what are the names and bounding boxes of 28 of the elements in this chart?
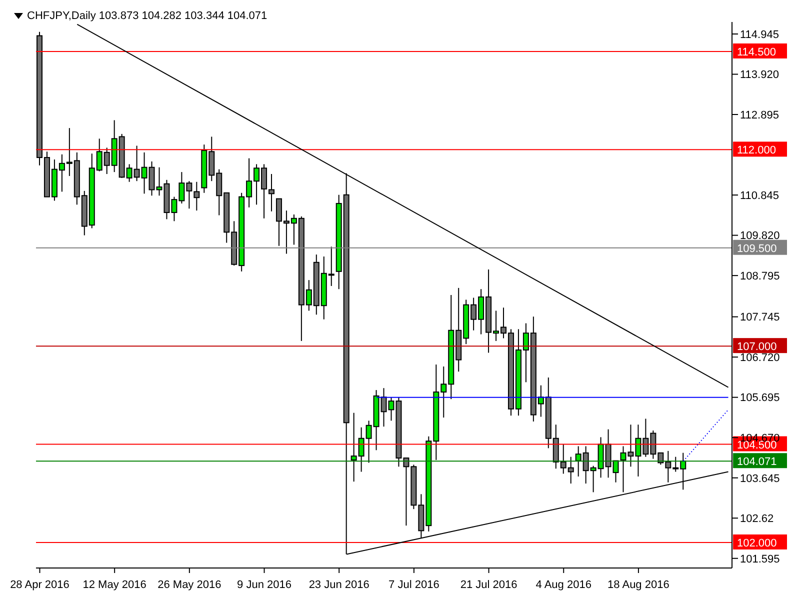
y-tick-label: 112.895 (740, 109, 779, 122)
ref-line-label: 114.500 (737, 46, 776, 58)
ref-line-label: 104.071 (737, 456, 777, 468)
y-tick-label: 106.720 (740, 352, 780, 364)
y-tick-label: 102.62 (740, 513, 774, 526)
chart-title: CHFJPY,Daily 103.873 104.282 103.344 104.071 (27, 10, 268, 22)
y-tick-label: 113.920 (740, 69, 779, 82)
y-tick-label: 101.595 (740, 553, 780, 566)
x-tick-label: 18 Aug 2016 (608, 579, 670, 591)
y-tick-label: 114.945 (740, 28, 779, 41)
x-tick-label: 9 Jun 2016 (237, 579, 292, 591)
y-tick-label: 110.845 (740, 190, 779, 202)
x-tick-label: 28 Apr 2016 (10, 579, 70, 591)
x-tick-label: 21 Jul 2016 (460, 579, 518, 591)
ref-line-label: 107.000 (737, 341, 777, 354)
x-tick-label: 12 May 2016 (82, 579, 146, 591)
ref-line-label: 109.500 (737, 242, 777, 255)
x-tick-label: 26 May 2016 (158, 579, 222, 591)
x-tick-label: 23 Jun 2016 (308, 579, 370, 591)
x-tick-label: 4 Aug 2016 (536, 579, 592, 591)
y-tick-label: 103.645 (740, 472, 780, 485)
ref-line-label: 102.000 (737, 537, 777, 550)
y-tick-label: 107.745 (740, 312, 780, 324)
y-tick-label: 108.795 (740, 270, 780, 282)
x-tick-label: 7 Jul 2016 (388, 579, 440, 591)
ref-line-label: 112.000 (737, 144, 776, 157)
y-tick-label: 105.695 (740, 392, 780, 404)
y-tick-label: 109.820 (740, 230, 780, 242)
